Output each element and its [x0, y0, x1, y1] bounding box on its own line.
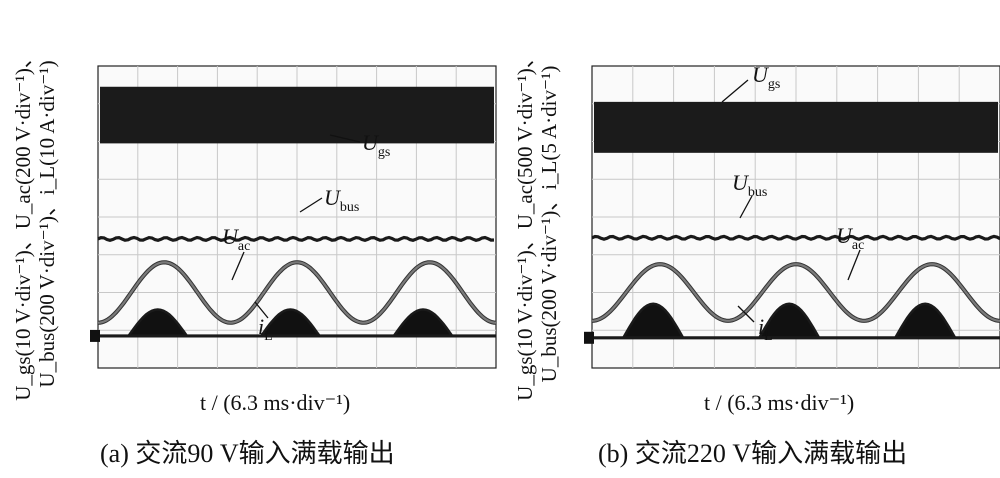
y-axis-label-line2: U_bus(200 V·div⁻¹)、i_L(5 A·div⁻¹) — [537, 66, 561, 383]
leader-line-i_L — [254, 301, 269, 319]
leader-line-U_bus — [299, 197, 323, 213]
trace-i_L — [98, 308, 496, 338]
y-axis-label-line1: U_gs(10 V·div⁻¹)、U_ac(200 V·div⁻¹)、 — [11, 47, 35, 401]
y-axis-label-line2: U_bus(200 V·div⁻¹)、i_L(10 A·div⁻¹) — [35, 60, 59, 387]
trace-i_L — [592, 302, 1000, 340]
x-axis-label: t / (6.3 ms·div⁻¹) — [704, 390, 854, 415]
channel-marker — [584, 331, 594, 344]
trace-U_bus — [591, 234, 1000, 241]
leader-line-U_bus — [739, 195, 753, 219]
panel-caption: (a) 交流90 V输入满载输出 — [100, 439, 395, 468]
leader-line-U_ac — [231, 251, 245, 281]
trace-U_ac — [591, 263, 1000, 322]
trace-U_ac — [97, 261, 497, 324]
trace-U_bus — [97, 235, 495, 242]
leader-line-U_gs — [329, 134, 361, 143]
x-axis-label: t / (6.3 ms·div⁻¹) — [200, 390, 350, 415]
trace-U_gs — [100, 86, 494, 144]
y-axis-label-line1: U_gs(10 V·div⁻¹)、U_ac(500 V·div⁻¹)、 — [513, 47, 537, 401]
leader-line-U_ac — [847, 249, 861, 281]
leader-line-i_L — [737, 305, 755, 323]
trace-U_gs — [594, 101, 998, 153]
channel-marker — [90, 329, 100, 342]
leader-line-U_gs — [721, 79, 749, 103]
panel-caption: (b) 交流220 V输入满载输出 — [598, 439, 907, 468]
